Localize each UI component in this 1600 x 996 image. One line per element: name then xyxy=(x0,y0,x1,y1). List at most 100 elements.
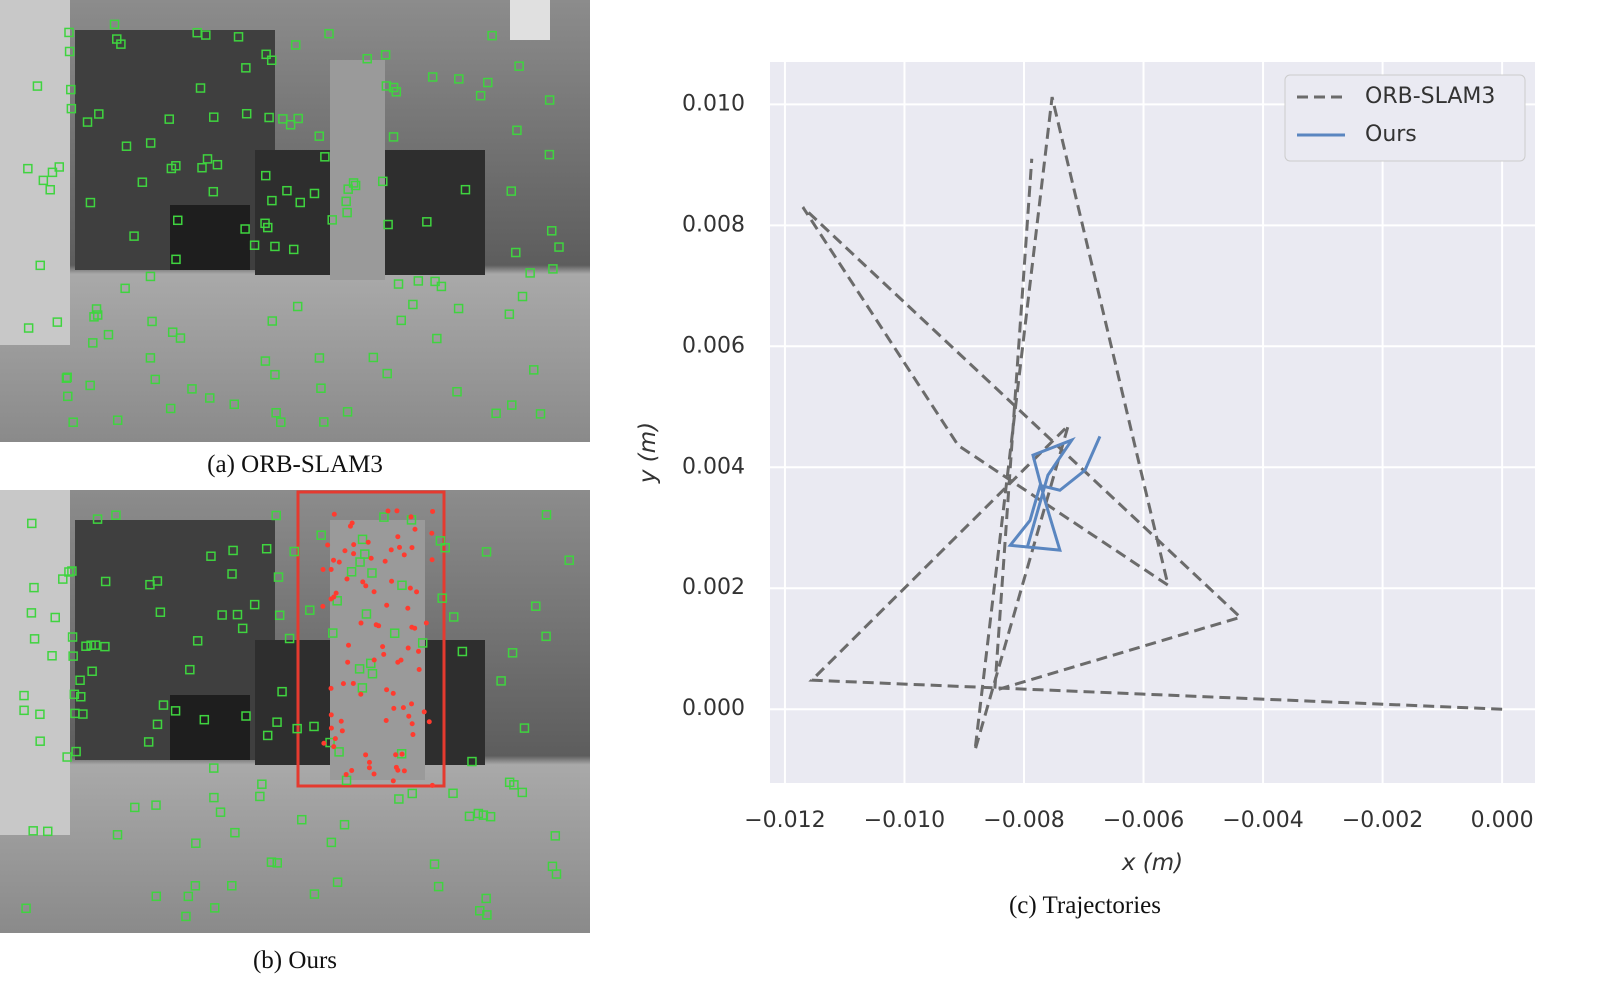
feature-point xyxy=(271,408,281,418)
feature-point xyxy=(129,231,139,241)
feature-point xyxy=(320,152,330,162)
feature-point xyxy=(270,241,280,252)
dynamic-point xyxy=(366,759,372,765)
dynamic-point xyxy=(429,782,435,788)
feature-point xyxy=(271,510,281,521)
feature-point xyxy=(92,310,103,320)
feature-point xyxy=(457,646,468,657)
feature-point xyxy=(209,763,219,773)
feature-point xyxy=(295,197,305,208)
dynamic-point xyxy=(320,603,326,609)
feature-point xyxy=(175,333,186,343)
feature-point xyxy=(316,383,326,393)
dynamic-point xyxy=(421,709,427,715)
dynamic-point xyxy=(408,514,414,520)
feature-point xyxy=(69,689,80,700)
feature-point xyxy=(297,814,307,825)
dynamic-point xyxy=(368,555,374,561)
dynamic-point xyxy=(363,752,369,758)
feature-point xyxy=(350,180,361,191)
x-axis-label: x (m) xyxy=(1121,850,1183,876)
feature-point xyxy=(267,316,278,326)
dynamic-point xyxy=(400,705,406,711)
dynamic-point xyxy=(384,687,390,693)
feature-point xyxy=(81,641,91,651)
feature-point xyxy=(309,188,320,199)
feature-point xyxy=(290,40,301,50)
feature-point xyxy=(230,827,240,838)
feature-point xyxy=(541,509,552,520)
feature-point xyxy=(249,240,260,250)
feature-point xyxy=(483,77,493,88)
feature-point xyxy=(190,881,201,891)
feature-point xyxy=(94,109,104,119)
feature-point xyxy=(82,117,93,127)
feature-point xyxy=(164,114,174,124)
dynamic-point xyxy=(409,701,415,707)
feature-point xyxy=(47,167,58,178)
feature-point xyxy=(229,399,240,410)
feature-point xyxy=(209,792,219,803)
feature-point xyxy=(266,857,277,867)
feature-point xyxy=(436,281,447,292)
feature-point xyxy=(366,658,376,669)
feature-point xyxy=(257,779,267,789)
feature-point xyxy=(270,369,280,380)
feature-point xyxy=(266,55,277,66)
feature-point xyxy=(170,706,181,716)
feature-point xyxy=(155,607,166,617)
feature-point xyxy=(75,675,85,686)
feature-point xyxy=(309,721,319,732)
feature-point xyxy=(249,599,260,610)
dynamic-point xyxy=(429,557,435,563)
feature-point xyxy=(217,610,227,620)
dynamic-point xyxy=(415,648,421,654)
feature-point xyxy=(525,268,535,278)
feature-point xyxy=(66,103,77,114)
feature-point xyxy=(112,415,123,425)
feature-point xyxy=(240,224,250,234)
feature-points xyxy=(19,19,574,922)
dynamic-point xyxy=(344,576,350,582)
dynamic-point xyxy=(366,765,372,771)
feature-point xyxy=(90,640,101,650)
feature-point xyxy=(316,530,326,540)
feature-point xyxy=(58,574,68,584)
feature-point xyxy=(478,810,489,820)
dynamic-point xyxy=(328,712,334,718)
feature-point xyxy=(121,141,132,151)
feature-point xyxy=(348,178,359,188)
feature-point xyxy=(453,303,464,314)
feature-point xyxy=(273,572,284,582)
feature-point xyxy=(519,723,530,733)
feature-point xyxy=(42,826,53,837)
dynamic-point xyxy=(407,585,413,591)
feature-point xyxy=(35,709,45,720)
feature-point xyxy=(437,593,447,603)
feature-point xyxy=(27,518,37,529)
dynamic-point xyxy=(389,578,395,584)
feature-point xyxy=(292,723,302,734)
feature-point xyxy=(292,301,303,312)
dynamic-point xyxy=(412,526,418,532)
feature-point xyxy=(430,276,440,287)
feature-point xyxy=(151,891,162,902)
feature-point xyxy=(63,391,73,402)
feature-point xyxy=(433,881,444,892)
photo-b xyxy=(0,490,590,933)
feature-point xyxy=(260,218,270,229)
feature-point xyxy=(380,50,391,60)
feature-point xyxy=(232,609,243,620)
feature-point xyxy=(120,283,130,294)
feature-point xyxy=(85,197,96,208)
feature-point xyxy=(429,859,440,869)
dynamic-point xyxy=(350,680,356,686)
feature-point xyxy=(452,386,462,397)
feature-point xyxy=(167,327,178,337)
feature-point xyxy=(212,159,223,170)
feature-point xyxy=(440,542,450,553)
dynamic-point xyxy=(395,659,401,665)
feature-point xyxy=(21,903,31,914)
dynamic-point xyxy=(397,544,403,550)
feature-point xyxy=(185,664,195,675)
